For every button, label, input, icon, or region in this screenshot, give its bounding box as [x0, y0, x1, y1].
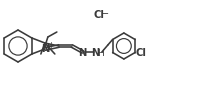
Text: +: +	[47, 41, 54, 50]
Text: Cl: Cl	[94, 10, 104, 20]
Text: N: N	[78, 48, 87, 58]
Text: N: N	[41, 43, 50, 54]
Text: Cl: Cl	[136, 48, 147, 57]
Text: −: −	[101, 9, 109, 18]
Text: N: N	[91, 48, 100, 57]
Text: H: H	[97, 48, 104, 57]
